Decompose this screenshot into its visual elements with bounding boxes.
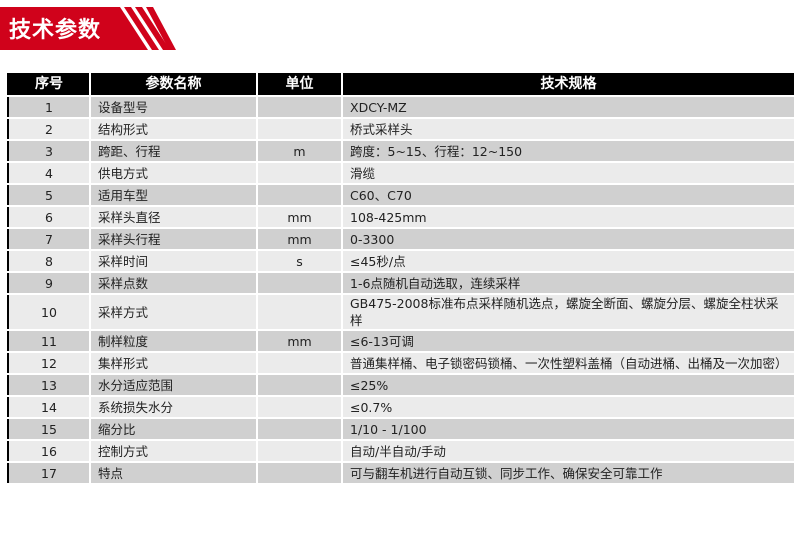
row-index: 8 (7, 249, 91, 273)
row-spec: XDCY-MZ (341, 95, 796, 119)
row-unit: m (256, 139, 343, 163)
row-unit: mm (256, 227, 343, 251)
row-unit (256, 373, 343, 397)
table-row: 16 控制方式 自动/半自动/手动 (7, 439, 796, 463)
row-unit: s (256, 249, 343, 273)
table-row: 6 采样头直径 mm 108-425mm (7, 205, 796, 229)
table-row: 7 采样头行程 mm 0-3300 (7, 227, 796, 251)
row-index: 11 (7, 329, 91, 353)
table-row: 5 适用车型 C60、C70 (7, 183, 796, 207)
table-row: 11 制样粒度 mm ≤6-13可调 (7, 329, 796, 353)
row-index: 3 (7, 139, 91, 163)
row-param-name: 设备型号 (89, 95, 258, 119)
row-param-name: 跨距、行程 (89, 139, 258, 163)
row-unit (256, 395, 343, 419)
table-row: 9 采样点数 1-6点随机自动选取，连续采样 (7, 271, 796, 295)
row-spec: 跨度：5~15、行程：12~150 (341, 139, 796, 163)
row-unit (256, 439, 343, 463)
row-unit (256, 351, 343, 375)
row-spec: 1-6点随机自动选取，连续采样 (341, 271, 796, 295)
row-param-name: 控制方式 (89, 439, 258, 463)
row-index: 13 (7, 373, 91, 397)
table-row: 12 集样形式 普通集样桶、电子锁密码锁桶、一次性塑料盖桶（自动进桶、出桶及一次加密… (7, 351, 796, 375)
row-param-name: 特点 (89, 461, 258, 485)
row-param-name: 结构形式 (89, 117, 258, 141)
table-row: 13 水分适应范围 ≤25% (7, 373, 796, 397)
row-index: 4 (7, 161, 91, 185)
row-index: 12 (7, 351, 91, 375)
row-param-name: 采样时间 (89, 249, 258, 273)
row-index: 17 (7, 461, 91, 485)
row-param-name: 水分适应范围 (89, 373, 258, 397)
row-unit (256, 461, 343, 485)
row-spec: GB475-2008标准布点采样随机选点，螺旋全断面、螺旋分层、螺旋全柱状采样 (341, 293, 796, 331)
row-index: 6 (7, 205, 91, 229)
row-unit (256, 293, 343, 331)
row-index: 16 (7, 439, 91, 463)
row-index: 5 (7, 183, 91, 207)
row-param-name: 供电方式 (89, 161, 258, 185)
row-index: 9 (7, 271, 91, 295)
table-row: 3 跨距、行程 m 跨度：5~15、行程：12~150 (7, 139, 796, 163)
table-row: 15 缩分比 1/10 - 1/100 (7, 417, 796, 441)
row-param-name: 采样点数 (89, 271, 258, 295)
row-param-name: 系统损失水分 (89, 395, 258, 419)
row-spec: 1/10 - 1/100 (341, 417, 796, 441)
row-index: 1 (7, 95, 91, 119)
row-unit (256, 161, 343, 185)
section-title-banner: 技术参数 (0, 7, 176, 50)
row-unit: mm (256, 329, 343, 353)
banner-stripes-icon (0, 7, 176, 50)
row-param-name: 适用车型 (89, 183, 258, 207)
row-index: 7 (7, 227, 91, 251)
header-spec: 技术规格 (341, 71, 796, 97)
section-title: 技术参数 (9, 18, 102, 43)
row-spec: 0-3300 (341, 227, 796, 251)
row-index: 15 (7, 417, 91, 441)
row-spec: ≤45秒/点 (341, 249, 796, 273)
row-spec: ≤0.7% (341, 395, 796, 419)
table-row: 8 采样时间 s ≤45秒/点 (7, 249, 796, 273)
row-spec: 普通集样桶、电子锁密码锁桶、一次性塑料盖桶（自动进桶、出桶及一次加密） (341, 351, 796, 375)
row-spec: ≤6-13可调 (341, 329, 796, 353)
row-unit (256, 117, 343, 141)
header-param-name: 参数名称 (89, 71, 258, 97)
row-param-name: 制样粒度 (89, 329, 258, 353)
row-spec: 桥式采样头 (341, 117, 796, 141)
header-unit: 单位 (256, 71, 343, 97)
row-param-name: 采样头直径 (89, 205, 258, 229)
row-spec: 滑缆 (341, 161, 796, 185)
spec-table: 序号 参数名称 单位 技术规格 1 设备型号 XDCY-MZ 2 结构形式 桥式采样头 3 跨… (7, 71, 796, 485)
row-param-name: 采样方式 (89, 293, 258, 331)
row-index: 14 (7, 395, 91, 419)
row-spec: 108-425mm (341, 205, 796, 229)
table-row: 1 设备型号 XDCY-MZ (7, 95, 796, 119)
table-row: 17 特点 可与翻车机进行自动互锁、同步工作、确保安全可靠工作 (7, 461, 796, 485)
table-row: 10 采样方式 GB475-2008标准布点采样随机选点，螺旋全断面、螺旋分层、螺旋… (7, 293, 796, 331)
row-unit (256, 95, 343, 119)
row-spec: 可与翻车机进行自动互锁、同步工作、确保安全可靠工作 (341, 461, 796, 485)
row-index: 2 (7, 117, 91, 141)
row-param-name: 集样形式 (89, 351, 258, 375)
row-unit (256, 183, 343, 207)
row-param-name: 采样头行程 (89, 227, 258, 251)
table-header-row: 序号 参数名称 单位 技术规格 (7, 71, 796, 97)
row-index: 10 (7, 293, 91, 331)
row-unit: mm (256, 205, 343, 229)
row-spec: C60、C70 (341, 183, 796, 207)
row-unit (256, 271, 343, 295)
table-row: 2 结构形式 桥式采样头 (7, 117, 796, 141)
header-index: 序号 (7, 71, 91, 97)
row-spec: 自动/半自动/手动 (341, 439, 796, 463)
row-param-name: 缩分比 (89, 417, 258, 441)
table-row: 4 供电方式 滑缆 (7, 161, 796, 185)
row-unit (256, 417, 343, 441)
row-spec: ≤25% (341, 373, 796, 397)
table-row: 14 系统损失水分 ≤0.7% (7, 395, 796, 419)
